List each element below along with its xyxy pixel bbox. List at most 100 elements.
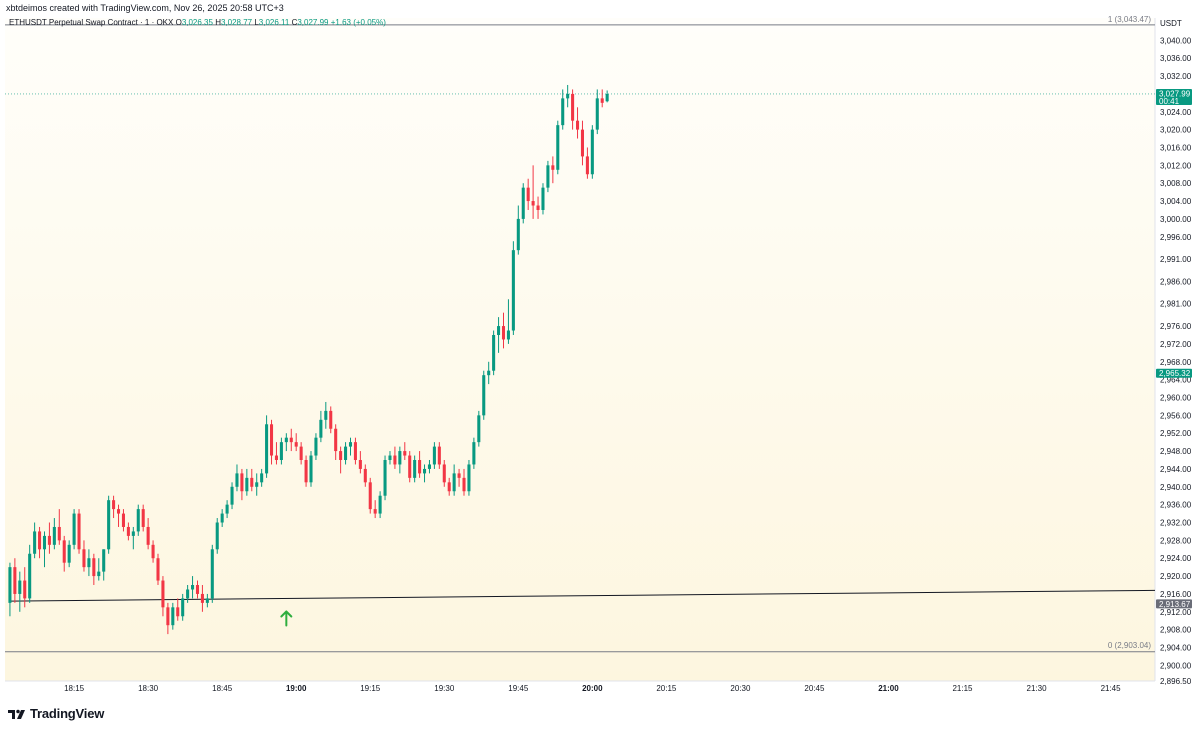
candle-body bbox=[240, 473, 244, 492]
candle-body bbox=[141, 509, 145, 527]
x-tick-label: 20:45 bbox=[804, 684, 825, 693]
candle-body bbox=[526, 187, 530, 202]
candle-body bbox=[279, 442, 283, 460]
candle-body bbox=[220, 513, 224, 523]
candle-body bbox=[368, 482, 372, 510]
x-tick-label: 19:45 bbox=[508, 684, 529, 693]
candle-body bbox=[422, 468, 427, 474]
candle-body bbox=[116, 509, 121, 514]
candle-body bbox=[112, 500, 116, 510]
candle-body bbox=[600, 98, 604, 103]
candle-body bbox=[107, 500, 111, 550]
y-tick-label: 2,948.00 bbox=[1160, 447, 1192, 456]
y-tick-label: 2,956.00 bbox=[1160, 411, 1192, 420]
candle-body bbox=[23, 580, 27, 599]
candle-body bbox=[418, 460, 422, 474]
candle-body bbox=[561, 98, 565, 126]
x-tick-label: 21:45 bbox=[1101, 684, 1122, 693]
candle-body bbox=[156, 558, 160, 581]
candle-body bbox=[131, 531, 135, 536]
candle-body bbox=[378, 495, 382, 514]
y-tick-label: 2,904.00 bbox=[1160, 644, 1192, 653]
plot-background bbox=[5, 18, 1155, 681]
candle-body bbox=[52, 526, 56, 545]
candle-body bbox=[427, 464, 431, 469]
candle-body bbox=[245, 477, 249, 492]
candle-body bbox=[536, 205, 540, 210]
y-tick-label: 2,991.00 bbox=[1160, 255, 1192, 264]
y-tick-label: 2,981.00 bbox=[1160, 300, 1192, 309]
candle-body bbox=[334, 428, 338, 452]
candle-body bbox=[605, 93, 609, 102]
candle-body bbox=[304, 460, 308, 483]
candle-body bbox=[437, 446, 441, 465]
candle-body bbox=[403, 451, 407, 456]
candle-body bbox=[398, 451, 402, 465]
candle-body bbox=[482, 375, 486, 416]
candle-body bbox=[42, 535, 47, 550]
candle-body bbox=[541, 187, 545, 210]
candle-body bbox=[121, 513, 125, 527]
candle-body bbox=[205, 598, 209, 603]
candle-body bbox=[136, 509, 140, 532]
candle-body bbox=[477, 415, 481, 443]
candle-body bbox=[260, 473, 264, 483]
x-tick-label: 18:15 bbox=[64, 684, 85, 693]
candle-body bbox=[176, 607, 180, 617]
candle-body bbox=[314, 437, 318, 456]
candle-body bbox=[452, 473, 456, 492]
candle-body bbox=[87, 558, 91, 568]
candle-body bbox=[126, 526, 130, 536]
x-tick-label: 21:30 bbox=[1027, 684, 1048, 693]
candle-body bbox=[225, 504, 229, 514]
x-tick-label: 19:15 bbox=[360, 684, 381, 693]
candle-body bbox=[77, 513, 81, 550]
candle-body bbox=[551, 165, 555, 170]
candle-body bbox=[393, 455, 397, 465]
candle-body bbox=[595, 98, 599, 130]
candle-body bbox=[38, 531, 42, 550]
candle-body bbox=[33, 531, 37, 554]
candle-body bbox=[274, 455, 278, 460]
y-tick-label: 2,986.00 bbox=[1160, 277, 1192, 286]
candle-body bbox=[294, 442, 298, 447]
x-tick-label: 18:45 bbox=[212, 684, 233, 693]
candle-body bbox=[383, 460, 387, 496]
candle-body bbox=[284, 437, 288, 443]
candle-body bbox=[348, 442, 353, 447]
candle-body bbox=[408, 455, 412, 478]
chart-caption: xbtdeimos created with TradingView.com, … bbox=[6, 3, 284, 13]
candle-body bbox=[521, 187, 525, 219]
horizontal-trendline[interactable] bbox=[9, 589, 1156, 602]
candle-body bbox=[250, 477, 254, 487]
y-tick-label: 3,036.00 bbox=[1160, 54, 1192, 63]
y-tick-label: 3,004.00 bbox=[1160, 197, 1192, 206]
candle-body bbox=[28, 553, 32, 599]
candle-body bbox=[200, 593, 204, 603]
candle-body bbox=[265, 424, 269, 474]
currency-label: USDT bbox=[1160, 19, 1182, 28]
candle-body bbox=[457, 473, 461, 478]
candle-body bbox=[255, 482, 259, 487]
price-marker-tag-bg bbox=[1156, 368, 1192, 378]
fib-level-0-label: 0 (2,903.04) bbox=[1108, 641, 1151, 650]
candle-body bbox=[319, 419, 323, 438]
candle-body bbox=[585, 156, 589, 175]
candle-body bbox=[546, 165, 550, 188]
y-tick-label: 2,964.00 bbox=[1160, 376, 1192, 385]
candle-body bbox=[102, 549, 106, 572]
y-tick-label: 3,040.00 bbox=[1160, 36, 1192, 45]
y-tick-label: 2,924.00 bbox=[1160, 554, 1192, 563]
x-tick-label: 21:15 bbox=[952, 684, 973, 693]
y-tick-label: 3,032.00 bbox=[1160, 72, 1192, 81]
candle-body bbox=[487, 370, 491, 376]
candle-body bbox=[506, 330, 510, 340]
candle-body bbox=[289, 437, 293, 443]
x-tick-label: 21:00 bbox=[878, 684, 899, 693]
up-arrow-icon bbox=[280, 610, 293, 627]
y-tick-label: 2,920.00 bbox=[1160, 572, 1192, 581]
candle-body bbox=[82, 549, 86, 568]
candle-body bbox=[339, 451, 343, 460]
